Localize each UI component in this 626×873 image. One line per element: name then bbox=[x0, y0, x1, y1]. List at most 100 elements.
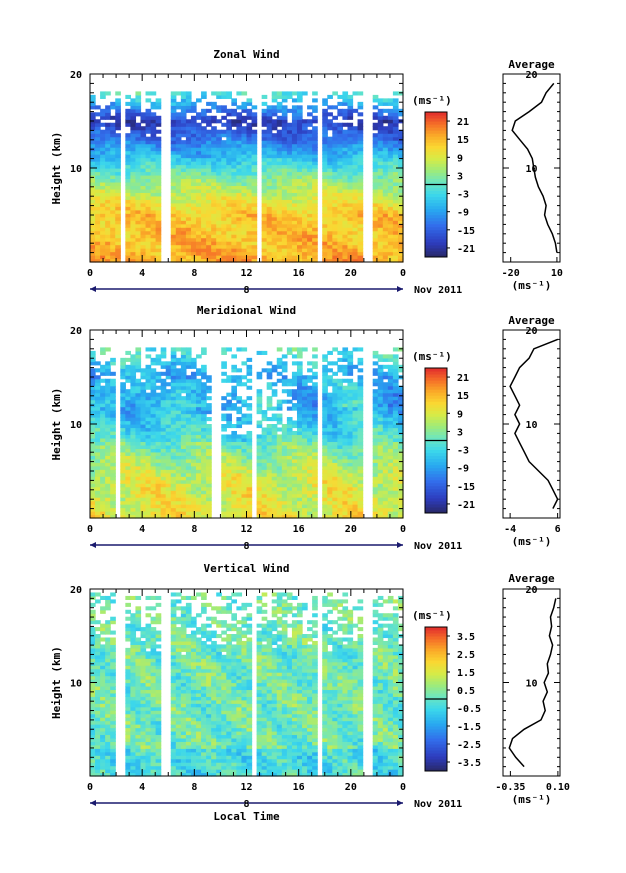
heatmap-cell bbox=[206, 185, 212, 190]
heatmap-cell bbox=[261, 451, 268, 456]
heatmap-cell bbox=[196, 396, 202, 401]
heatmap-cell bbox=[190, 154, 197, 159]
heatmap-cell bbox=[135, 192, 142, 197]
heatmap-cell bbox=[387, 168, 394, 173]
heatmap-cell bbox=[266, 462, 273, 467]
heatmap-cell bbox=[312, 234, 318, 239]
heatmap-cell bbox=[286, 465, 293, 470]
heatmap-cell bbox=[387, 98, 394, 103]
heatmap-cell bbox=[125, 223, 131, 228]
heatmap-cell bbox=[170, 479, 177, 484]
heatmap-cell bbox=[302, 147, 308, 152]
heatmap-cell bbox=[312, 188, 318, 193]
colorbar-step bbox=[425, 115, 447, 119]
heatmap-cell bbox=[120, 451, 126, 456]
heatmap-cell bbox=[286, 122, 293, 127]
heatmap-cell bbox=[246, 248, 253, 253]
heatmap-cell bbox=[307, 378, 313, 383]
heatmap-cell bbox=[231, 500, 237, 505]
heatmap-cell bbox=[271, 389, 278, 394]
heatmap-cell bbox=[90, 511, 96, 516]
heatmap-cell bbox=[352, 178, 359, 183]
heatmap-cell bbox=[392, 199, 399, 204]
heatmap-cell bbox=[352, 382, 359, 387]
heatmap-cell bbox=[155, 206, 162, 211]
heatmap-cell bbox=[347, 126, 354, 131]
heatmap-cell bbox=[221, 511, 227, 516]
heatmap-cell bbox=[130, 406, 137, 411]
heatmap-cell bbox=[211, 199, 217, 204]
heatmap-cell bbox=[115, 255, 121, 260]
heatmap-cell bbox=[160, 430, 167, 436]
heatmap-cell bbox=[236, 220, 243, 225]
heatmap-cell bbox=[271, 174, 278, 180]
heatmap-cell bbox=[286, 213, 293, 218]
heatmap-cell bbox=[180, 181, 187, 187]
heatmap-cell bbox=[372, 396, 379, 401]
heatmap-cell bbox=[357, 178, 364, 183]
heatmap-cell bbox=[392, 357, 399, 362]
heatmap-cell bbox=[357, 161, 364, 166]
heatmap-cell bbox=[296, 119, 303, 124]
heatmap-cell bbox=[337, 490, 344, 495]
heatmap-cell bbox=[347, 385, 354, 390]
heatmap-cell bbox=[160, 427, 167, 432]
heatmap-cell bbox=[125, 448, 131, 453]
heatmap-cell bbox=[377, 406, 384, 411]
heatmap-cell bbox=[342, 209, 349, 214]
heatmap-cell bbox=[266, 430, 273, 436]
heatmap-cell bbox=[135, 406, 142, 411]
heatmap-cell bbox=[291, 122, 298, 127]
heatmap-cell bbox=[196, 455, 202, 460]
heatmap-cell bbox=[281, 514, 288, 519]
heatmap-cell bbox=[256, 424, 263, 429]
heatmap-cell bbox=[276, 413, 283, 418]
heatmap-cell bbox=[392, 444, 399, 449]
heatmap-cell bbox=[241, 174, 248, 180]
heatmap-cell bbox=[100, 396, 106, 401]
heatmap-cell bbox=[276, 122, 283, 127]
heatmap-cell bbox=[286, 427, 293, 432]
heatmap-cell bbox=[170, 136, 177, 141]
heatmap-cell bbox=[377, 119, 384, 124]
heatmap-cell bbox=[276, 199, 283, 204]
heatmap-cell bbox=[170, 427, 177, 432]
heatmap-cell bbox=[160, 497, 167, 502]
heatmap-cell bbox=[322, 244, 328, 249]
heatmap-cell bbox=[307, 441, 313, 446]
heatmap-cell bbox=[302, 136, 308, 141]
heatmap-cell bbox=[266, 244, 273, 249]
heatmap-cell bbox=[216, 161, 222, 166]
heatmap-cell bbox=[100, 237, 106, 242]
heatmap-cell bbox=[296, 430, 303, 436]
heatmap-cell bbox=[226, 133, 232, 138]
heatmap-cell bbox=[236, 479, 243, 484]
heatmap-cell bbox=[286, 129, 293, 134]
heatmap-cell bbox=[130, 98, 137, 103]
heatmap-cell bbox=[291, 133, 298, 138]
heatmap-cell bbox=[286, 108, 293, 113]
heatmap-cell bbox=[95, 195, 101, 200]
heatmap-cell bbox=[281, 223, 288, 228]
heatmap-cell bbox=[377, 230, 384, 235]
heatmap-cell bbox=[105, 486, 111, 491]
heatmap-cell bbox=[241, 434, 248, 439]
colorbar-step bbox=[425, 160, 447, 164]
heatmap-cell bbox=[201, 178, 207, 183]
heatmap-cell bbox=[105, 244, 111, 249]
heatmap-cell bbox=[352, 185, 359, 190]
heatmap-cell bbox=[130, 122, 137, 127]
heatmap-cell bbox=[312, 417, 318, 422]
heatmap-cell bbox=[241, 361, 248, 366]
heatmap-cell bbox=[251, 168, 258, 173]
heatmap-cell bbox=[291, 371, 298, 376]
heatmap-cell bbox=[90, 371, 96, 376]
heatmap-cell bbox=[130, 223, 137, 228]
heatmap-cell bbox=[150, 199, 157, 204]
heatmap-cell bbox=[221, 150, 227, 155]
heatmap-cell bbox=[271, 164, 278, 169]
heatmap-cell bbox=[135, 476, 142, 481]
heatmap-cell bbox=[377, 192, 384, 197]
heatmap-cell bbox=[140, 507, 147, 512]
heatmap-cell bbox=[312, 140, 318, 145]
